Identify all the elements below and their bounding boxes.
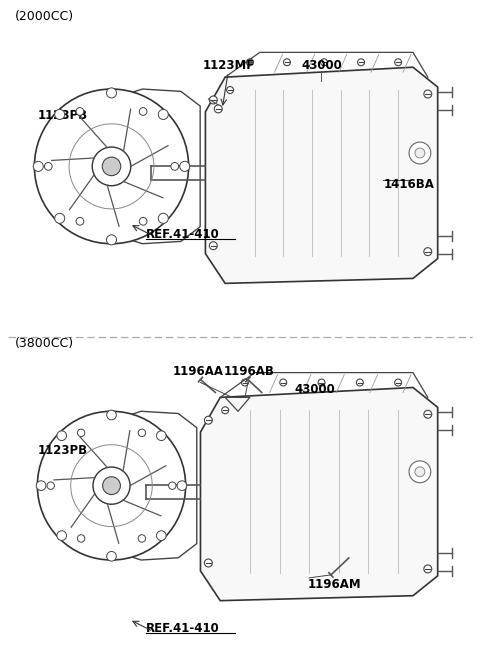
Circle shape — [214, 105, 222, 113]
Circle shape — [36, 481, 46, 491]
Circle shape — [84, 141, 90, 147]
Circle shape — [93, 467, 130, 504]
Circle shape — [204, 416, 212, 424]
Circle shape — [77, 429, 85, 436]
Circle shape — [246, 59, 253, 66]
Circle shape — [395, 379, 402, 386]
Circle shape — [180, 161, 190, 172]
Text: 1196AA: 1196AA — [173, 365, 224, 377]
Circle shape — [280, 379, 287, 386]
Circle shape — [409, 142, 431, 164]
Circle shape — [92, 147, 131, 186]
Circle shape — [356, 379, 363, 386]
Circle shape — [103, 477, 120, 495]
Circle shape — [424, 410, 432, 419]
Circle shape — [227, 86, 234, 94]
Circle shape — [45, 162, 52, 170]
Circle shape — [139, 107, 147, 115]
Circle shape — [424, 248, 432, 255]
Text: 1196AM: 1196AM — [307, 578, 361, 591]
Circle shape — [138, 534, 145, 542]
Circle shape — [209, 96, 217, 104]
Circle shape — [107, 410, 116, 420]
Circle shape — [76, 107, 84, 115]
Polygon shape — [205, 67, 438, 284]
Circle shape — [102, 157, 121, 176]
Circle shape — [156, 531, 166, 540]
Circle shape — [177, 481, 187, 491]
Circle shape — [158, 214, 168, 223]
Circle shape — [424, 90, 432, 98]
Circle shape — [57, 431, 67, 441]
Circle shape — [138, 429, 145, 436]
Circle shape — [168, 482, 176, 489]
Circle shape — [37, 411, 186, 560]
Circle shape — [139, 217, 147, 225]
Text: REF.41-410: REF.41-410 — [146, 622, 220, 635]
Circle shape — [424, 565, 432, 573]
Circle shape — [395, 59, 402, 66]
Circle shape — [241, 379, 249, 386]
Circle shape — [318, 379, 325, 386]
Circle shape — [107, 235, 117, 245]
Text: 43000: 43000 — [301, 59, 342, 72]
Circle shape — [33, 161, 43, 172]
Circle shape — [47, 482, 54, 489]
Circle shape — [415, 148, 425, 158]
Text: (2000CC): (2000CC) — [14, 10, 74, 23]
Text: 1123PB: 1123PB — [37, 444, 87, 457]
Text: 1123MF: 1123MF — [203, 59, 255, 72]
Circle shape — [209, 242, 217, 250]
Text: (3800CC): (3800CC) — [14, 337, 74, 350]
Circle shape — [204, 559, 212, 567]
Circle shape — [156, 431, 166, 441]
Circle shape — [57, 531, 67, 540]
Circle shape — [35, 89, 189, 244]
Text: 1123PB: 1123PB — [37, 109, 87, 122]
Text: REF.41-410: REF.41-410 — [146, 228, 220, 241]
Text: 1196AB: 1196AB — [223, 365, 274, 377]
Circle shape — [409, 461, 431, 483]
Circle shape — [107, 552, 116, 561]
Circle shape — [321, 59, 327, 66]
Polygon shape — [201, 388, 438, 601]
Circle shape — [158, 109, 168, 119]
Circle shape — [55, 109, 65, 119]
Circle shape — [55, 214, 65, 223]
Circle shape — [77, 534, 85, 542]
Text: 43000: 43000 — [294, 383, 335, 396]
Circle shape — [415, 467, 425, 477]
Circle shape — [222, 407, 228, 414]
Circle shape — [284, 59, 290, 66]
Circle shape — [84, 471, 90, 477]
Circle shape — [107, 88, 117, 98]
Circle shape — [171, 162, 179, 170]
Circle shape — [358, 59, 364, 66]
Text: 1416BA: 1416BA — [384, 178, 434, 191]
Circle shape — [76, 217, 84, 225]
